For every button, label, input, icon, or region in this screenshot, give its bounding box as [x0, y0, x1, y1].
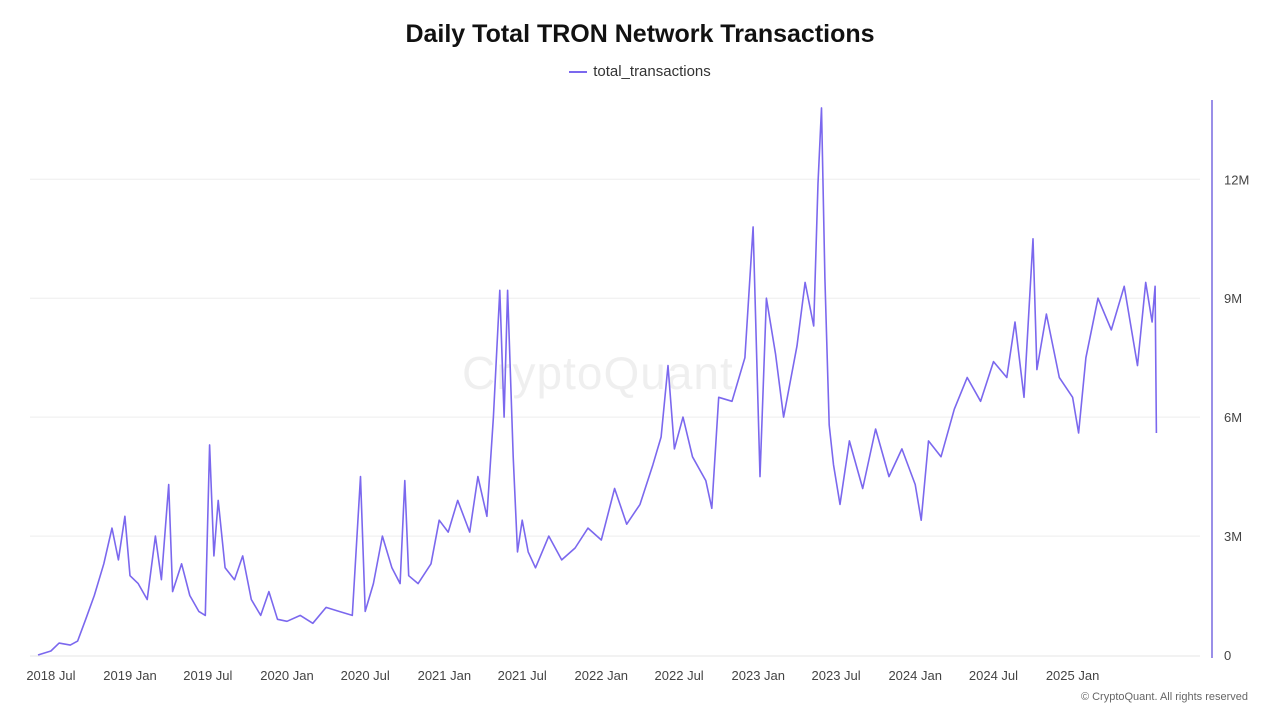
watermark: CryptoQuant [462, 347, 734, 399]
x-tick-label: 2021 Jan [418, 668, 472, 683]
x-tick-label: 2022 Jan [575, 668, 629, 683]
x-tick-label: 2025 Jan [1046, 668, 1100, 683]
y-tick-label: 12M [1224, 172, 1249, 187]
y-tick-label: 6M [1224, 410, 1242, 425]
legend[interactable]: total_transactions [0, 63, 1280, 80]
series-line-1[interactable] [37, 107, 1158, 656]
y-axis: 0 3M 6M 9M 12M [1211, 100, 1249, 663]
y-tick-label: 9M [1224, 291, 1242, 306]
x-tick-label: 2023 Jan [732, 668, 786, 683]
y-tick-label: 0 [1224, 648, 1231, 663]
series-line-group[interactable] [37, 107, 1158, 656]
legend-label: total_transactions [593, 63, 711, 80]
x-tick-label: 2018 Jul [26, 668, 75, 683]
y-tick-label: 3M [1224, 529, 1242, 544]
x-tick-label: 2020 Jan [260, 668, 314, 683]
x-tick-label: 2024 Jan [888, 668, 942, 683]
x-axis: 2018 Jul 2019 Jan 2019 Jul 2020 Jan 2020 Jul… [26, 655, 1200, 683]
x-tick-label: 2019 Jan [103, 668, 157, 683]
x-tick-label: 2024 Jul [969, 668, 1018, 683]
x-tick-label: 2022 Jul [655, 668, 704, 683]
x-tick-label: 2021 Jul [498, 668, 547, 683]
x-tick-label: 2020 Jul [341, 668, 390, 683]
gridlines [30, 178, 1200, 537]
x-tick-label: 2019 Jul [183, 668, 232, 683]
chart-title: Daily Total TRON Network Transactions [405, 20, 875, 48]
x-tick-label: 2023 Jul [812, 668, 861, 683]
legend-swatch [569, 71, 588, 74]
copyright-notice: © CryptoQuant. All rights reserved [1080, 691, 1248, 703]
